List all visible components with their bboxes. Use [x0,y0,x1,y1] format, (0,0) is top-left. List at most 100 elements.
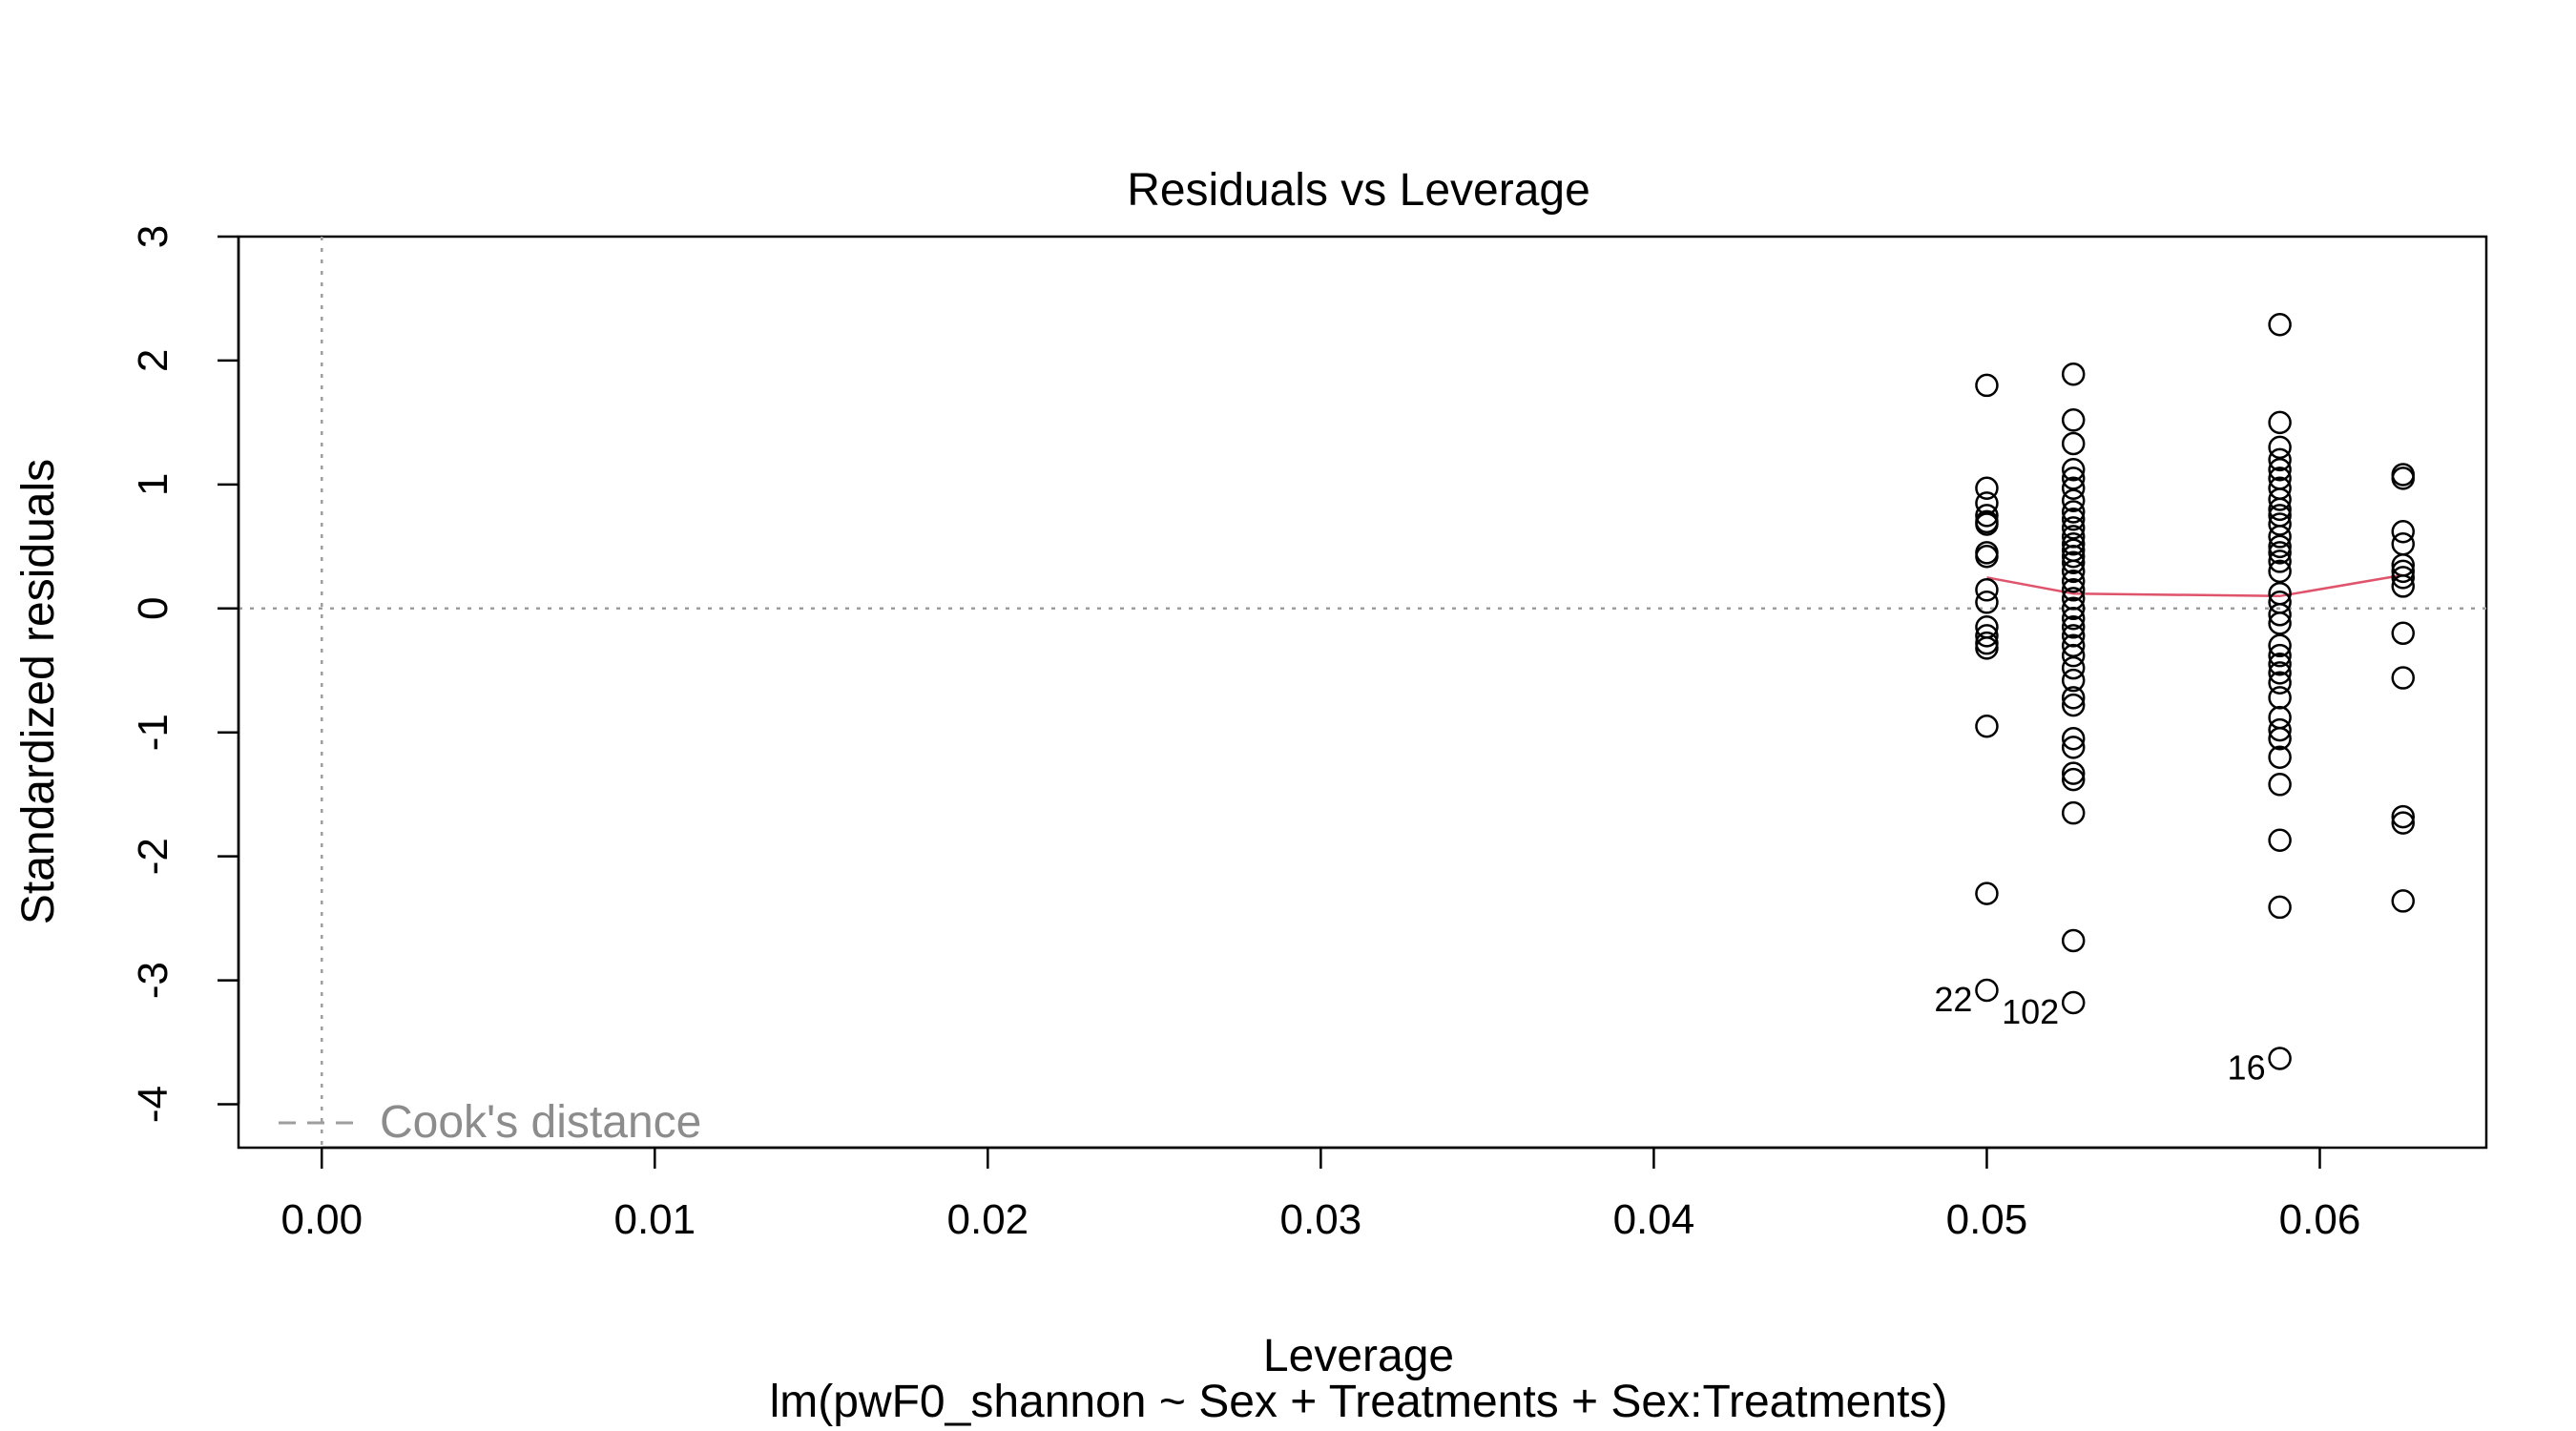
data-point [2268,717,2292,742]
data-point [2268,435,2292,460]
y-tick-label: -2 [130,838,177,875]
data-point [2268,828,2292,853]
data-point [2061,500,2086,524]
data-point [2061,767,2086,792]
x-tick-label: 0.06 [2279,1196,2361,1243]
data-point [2061,467,2086,490]
smooth-curve [1986,573,2403,598]
x-tick-label: 0.00 [280,1196,363,1243]
data-point [1975,544,1999,569]
plot-frame [237,235,2488,1150]
data-point [2391,531,2415,556]
data-point [1975,578,1999,602]
x-tick-label: 0.03 [1280,1196,1362,1243]
data-point [2391,889,2415,913]
smooth-line [1986,573,2403,598]
point-annotation-label: 16 [2228,1047,2266,1087]
data-point [2268,726,2292,751]
data-point [2268,313,2292,337]
data-point [2268,1047,2292,1070]
model-formula-subtitle: lm(pwF0_shannon ~ Sex + Treatments + Sex… [770,1377,1948,1427]
data-point [2391,574,2415,598]
data-point [2061,531,2086,556]
y-axis: -4 -3 -2 -1 0 1 2 3 [130,225,240,1123]
data-point [2268,671,2292,695]
data-point [2268,541,2292,565]
data-point [2268,643,2292,668]
data-point [2061,686,2086,710]
data-point [2268,559,2292,584]
data-point [2061,476,2086,501]
data-point [2268,686,2292,710]
data-point [2061,615,2086,639]
y-tick-label: 0 [130,597,177,620]
data-point [2061,928,2086,953]
data-point [2268,534,2292,559]
data-point [2061,488,2086,513]
data-point [2061,643,2086,668]
data-point [2061,693,2086,717]
data-point [1975,624,1999,648]
data-point [2061,726,2086,751]
data-point [2061,544,2086,569]
data-point [2391,666,2415,690]
data-point [2061,408,2086,432]
data-point [2061,507,2086,531]
data-point [2391,566,2415,590]
data-point [2061,800,2086,825]
data-point [1975,881,1999,905]
x-tick-label: 0.05 [1946,1196,2028,1243]
data-point [2061,655,2086,680]
data-point [1975,476,1999,501]
x-tick-label: 0.01 [613,1196,696,1243]
data-point [2061,668,2086,693]
x-axis-label: Leverage [1263,1331,1454,1381]
data-point [2268,895,2292,920]
data-point [2268,705,2292,730]
data-point [2391,519,2415,544]
data-point [2268,487,2292,511]
data-point [2061,569,2086,593]
data-point [2391,621,2415,646]
data-point [2061,990,2086,1015]
data-point [2061,596,2086,621]
data-point [2061,431,2086,456]
data-point [1975,512,1999,536]
data-point [2391,804,2415,829]
data-point [2061,606,2086,631]
chart-title: Residuals vs Leverage [1127,165,1590,216]
legend: Cook's distance [279,1097,701,1148]
data-point [2268,497,2292,522]
data-point [1975,373,1999,398]
point-annotations: 22 102 16 [1934,980,2265,1087]
data-point [2061,736,2086,759]
data-points [1975,313,2415,1070]
data-point [2268,550,2292,573]
x-tick-label: 0.02 [947,1196,1029,1243]
x-tick-label: 0.04 [1613,1196,1695,1243]
y-tick-label: 2 [130,349,177,372]
data-point [1975,591,1999,614]
data-point [2268,458,2292,482]
data-point [1975,714,1999,738]
x-axis: 0.00 0.01 0.02 0.03 0.04 0.05 0.06 [280,1146,2361,1243]
y-tick-label: -1 [130,714,177,751]
y-axis-label: Standardized residuals [13,459,64,924]
data-point [2268,612,2292,635]
data-point [2268,633,2292,658]
data-point [2268,603,2292,627]
legend-label: Cook's distance [380,1097,701,1148]
y-tick-label: -4 [130,1086,177,1123]
data-point [2268,745,2292,769]
data-point [2268,525,2292,549]
reference-lines [239,237,2486,1148]
point-annotation-label: 22 [1934,980,1972,1019]
data-point [2061,362,2086,386]
y-tick-label: 3 [130,225,177,248]
data-point [2061,458,2086,482]
data-point [2268,773,2292,797]
point-annotation-label: 102 [2002,992,2059,1031]
data-point [2061,633,2086,658]
data-point [2268,410,2292,435]
